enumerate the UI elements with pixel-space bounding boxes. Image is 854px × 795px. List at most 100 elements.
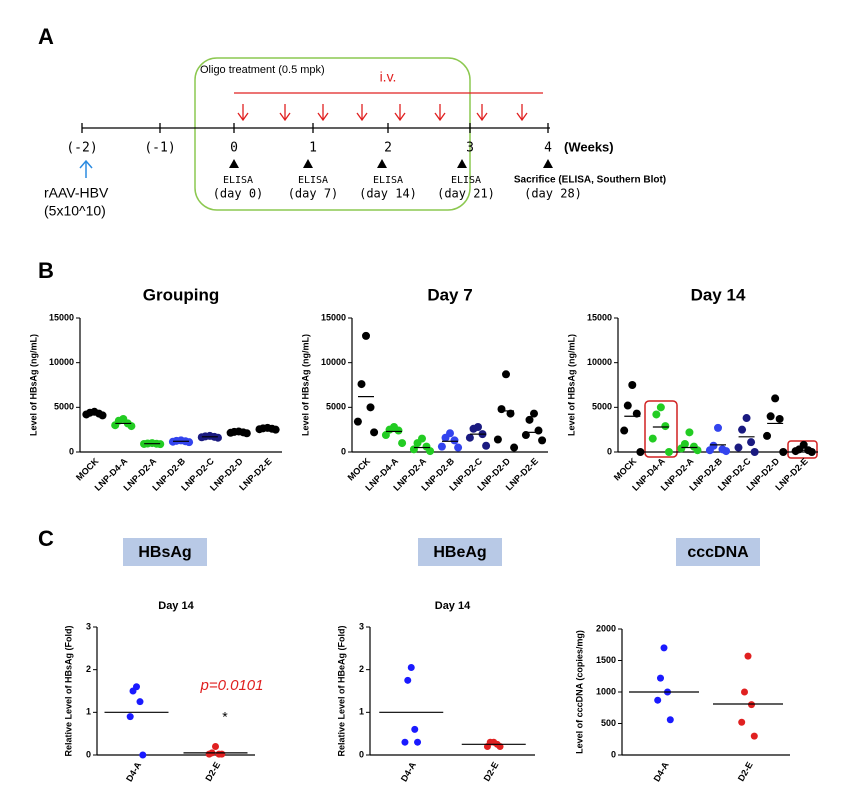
dot [213, 433, 222, 442]
injection-arrows [237, 104, 528, 122]
y-tick-label: 3 [86, 621, 91, 631]
dot [469, 424, 478, 433]
dot [414, 738, 422, 746]
dot [409, 445, 418, 454]
treatment-label: Oligo treatment (0.5 mpk) [200, 64, 325, 76]
x-tick-label: D2-E [736, 760, 755, 783]
y-tick-label: 2 [86, 664, 91, 674]
dot [411, 725, 419, 733]
dot [742, 414, 751, 423]
dot [620, 426, 629, 435]
dot [530, 409, 538, 418]
y-tick-label: 5000 [592, 402, 612, 412]
event-day: (day 7) [288, 187, 339, 201]
y-axis-label: Level of HBsAg (ng/mL) [566, 334, 576, 436]
dot [685, 428, 694, 437]
dot [632, 409, 641, 418]
event-label: ELISA [451, 175, 481, 186]
y-tick-label: 1 [86, 707, 91, 717]
y-axis-label: Level of HBsAg (ng/mL) [300, 334, 310, 436]
event-day: (day 28) [524, 187, 582, 201]
dot [370, 428, 379, 437]
y-tick-label: 1500 [596, 655, 616, 665]
dot [775, 414, 784, 423]
dot [437, 442, 446, 451]
panel-label: C [38, 526, 54, 551]
dot [212, 742, 219, 750]
dot [705, 446, 714, 455]
arrow-head [476, 112, 488, 122]
dot [482, 441, 491, 450]
dot [741, 688, 748, 696]
arrow-head [394, 112, 406, 122]
dot [791, 447, 800, 456]
dot [357, 380, 366, 389]
dot [441, 433, 450, 442]
dot [538, 436, 547, 445]
dot [404, 676, 412, 684]
dot [136, 698, 144, 706]
dot [218, 750, 226, 758]
chart-title: Grouping [143, 285, 219, 304]
event-label: ELISA [223, 175, 253, 186]
highlight-box [644, 400, 678, 458]
dot [271, 425, 280, 434]
dot [139, 751, 147, 759]
event-day: (day 0) [213, 187, 264, 201]
y-tick-label: 0 [341, 446, 346, 456]
y-axis-label: Level of HBsAg (ng/mL) [28, 334, 38, 436]
dot [497, 405, 506, 414]
header: HBsAg [138, 544, 191, 561]
chart-title: Day 14 [158, 600, 194, 612]
dot [744, 652, 752, 660]
chart-title: Day 7 [427, 285, 472, 304]
x-tick-label: D4-A [652, 760, 671, 784]
week-label: 4 [544, 141, 552, 156]
dot [628, 381, 637, 389]
dot [450, 436, 459, 445]
y-tick-label: 0 [607, 446, 612, 456]
dot [407, 664, 415, 672]
week-label: 3 [466, 141, 474, 156]
y-tick-label: 1 [359, 707, 364, 717]
y-tick-label: 2000 [596, 623, 616, 633]
dot [381, 431, 390, 440]
arrow-head [237, 112, 249, 122]
dot [722, 447, 731, 456]
event-label: Sacrifice (ELISA, Southern Blot) [514, 175, 666, 186]
y-tick-label: 0 [69, 446, 74, 456]
header-box [418, 538, 502, 566]
dot [521, 431, 530, 440]
injection-arrow-head [79, 159, 93, 169]
y-tick-label: 5000 [54, 402, 74, 412]
y-tick-label: 15000 [321, 312, 346, 322]
y-tick-label: 3 [359, 621, 364, 631]
dot [98, 411, 107, 420]
event-day: (day 21) [437, 187, 495, 201]
y-tick-label: 10000 [321, 357, 346, 367]
dot [426, 447, 435, 456]
week-label: 1 [309, 141, 317, 156]
dot [763, 431, 772, 440]
y-tick-label: 5000 [326, 402, 346, 412]
event-marker [377, 159, 387, 168]
dot [502, 370, 510, 379]
annotation: * [222, 709, 228, 725]
dot [636, 448, 645, 456]
dot [506, 409, 515, 418]
arrow-head [516, 112, 528, 122]
dot [748, 701, 755, 709]
dot [660, 644, 668, 652]
dot [738, 425, 747, 434]
dot [525, 415, 534, 424]
dot [185, 438, 194, 447]
dot [111, 421, 120, 430]
dot [807, 448, 816, 456]
panel-label: A [38, 24, 54, 49]
dot [664, 448, 673, 456]
header: HBeAg [433, 544, 486, 561]
dot [734, 443, 743, 452]
x-tick-label: MOCK [346, 456, 373, 483]
event-label: ELISA [298, 175, 328, 186]
